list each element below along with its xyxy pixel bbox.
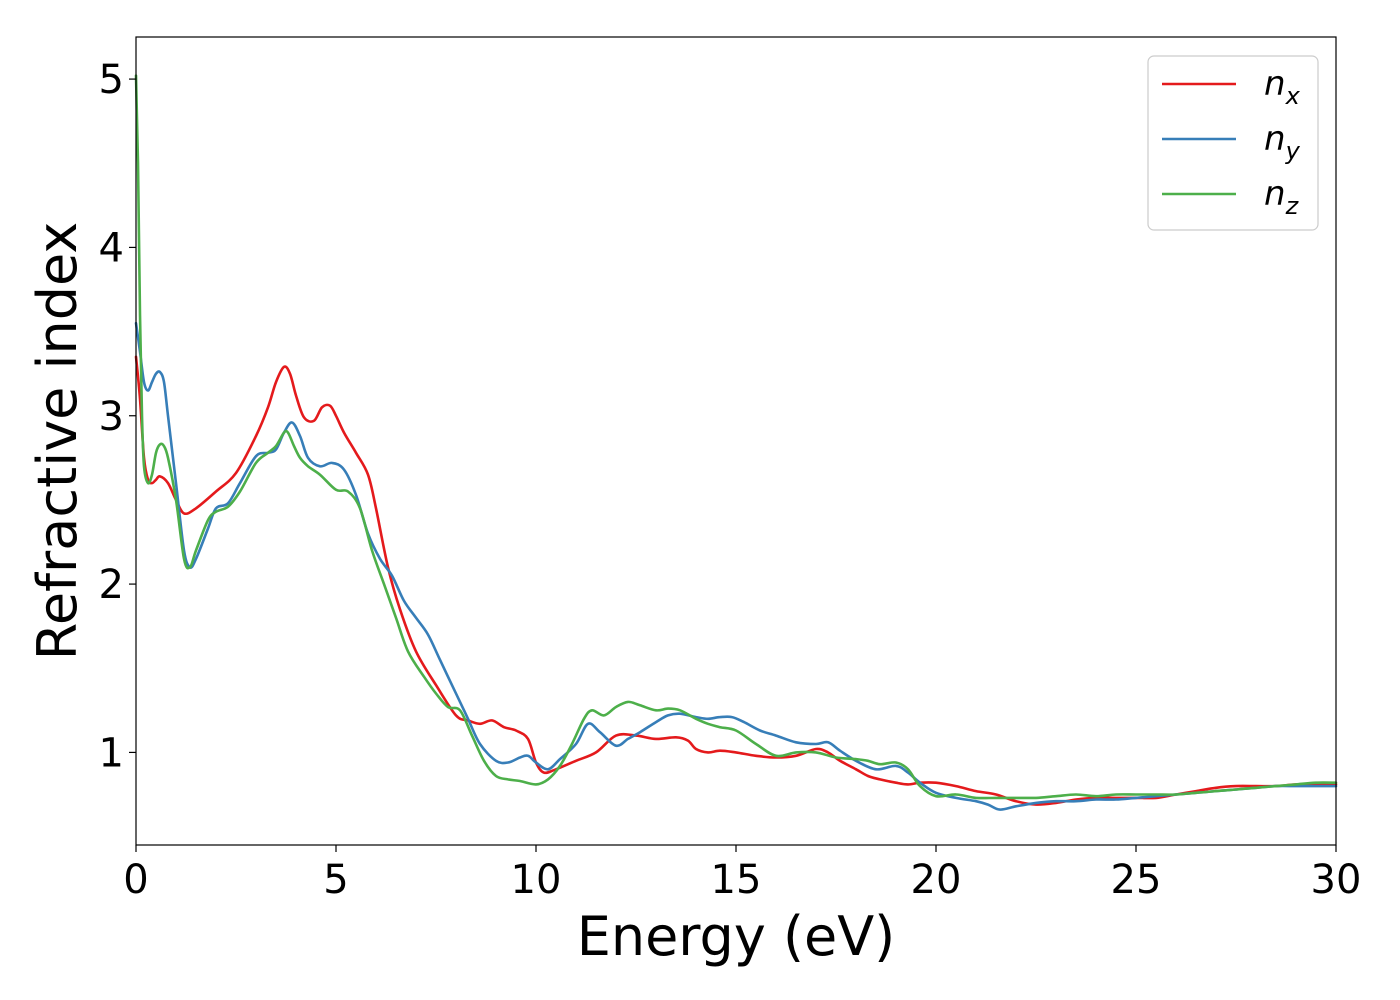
x-tick-label: 20 bbox=[911, 857, 962, 903]
y-tick-label: 5 bbox=[99, 57, 124, 103]
legend-label-base: n bbox=[1264, 174, 1286, 214]
legend-label-base: n bbox=[1264, 119, 1286, 159]
x-tick-label: 10 bbox=[511, 857, 562, 903]
x-axis: 0 5 10 15 20 25 30 bbox=[123, 845, 1361, 903]
series-layer bbox=[134, 74, 1338, 811]
x-tick-label: 0 bbox=[123, 857, 148, 903]
series-line-y bbox=[134, 321, 1338, 811]
x-tick-label: 25 bbox=[1111, 857, 1162, 903]
y-axis: 1 2 3 4 5 bbox=[99, 57, 136, 776]
legend-label-base: n bbox=[1264, 64, 1286, 104]
y-tick-label: 1 bbox=[99, 730, 124, 776]
series-line-z bbox=[134, 74, 1338, 800]
y-tick-label: 2 bbox=[99, 562, 124, 608]
y-tick-label: 4 bbox=[99, 225, 124, 271]
legend-label-subscript: y bbox=[1285, 137, 1301, 165]
plot-background bbox=[136, 37, 1336, 845]
legend-label-y: ny bbox=[1264, 119, 1301, 165]
x-axis-title: Energy (eV) bbox=[577, 905, 896, 968]
y-axis-title: Refractive index bbox=[26, 222, 89, 661]
legend-label-z: nz bbox=[1264, 174, 1300, 220]
legend-label-subscript: z bbox=[1285, 192, 1300, 220]
legend-box bbox=[1147, 55, 1319, 231]
legend-label-x: nx bbox=[1264, 64, 1301, 110]
x-tick-label: 30 bbox=[1311, 857, 1362, 903]
series-line-x bbox=[134, 355, 1338, 806]
x-tick-label: 5 bbox=[323, 857, 348, 903]
y-tick-label: 3 bbox=[99, 394, 124, 440]
legend-label-subscript: x bbox=[1285, 82, 1301, 110]
x-tick-label: 15 bbox=[711, 857, 762, 903]
